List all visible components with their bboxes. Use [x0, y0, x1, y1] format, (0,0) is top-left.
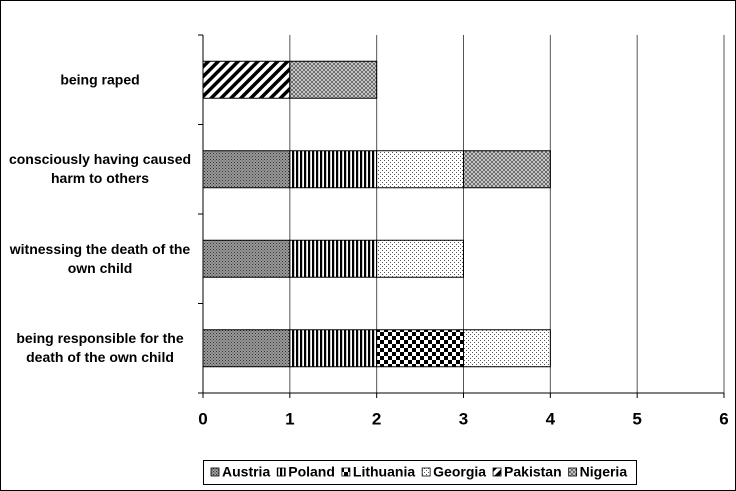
legend-swatch	[568, 467, 578, 477]
x-tick-label: 3	[459, 409, 468, 428]
y-tick-label: consciously having caused harm to others	[8, 151, 192, 187]
legend-label: Lithuania	[353, 464, 415, 480]
bar-segment	[289, 60, 378, 99]
x-tick-label: 2	[372, 409, 381, 428]
legend-box	[203, 460, 637, 485]
bar-segment	[289, 329, 378, 368]
x-tick-label: 0	[198, 409, 207, 428]
x-tick-label: 5	[632, 409, 641, 428]
y-tick-label: being responsible for the death of the o…	[16, 330, 184, 366]
y-tick-label: witnessing the death of the own child	[9, 240, 191, 276]
bar-segment	[289, 239, 378, 278]
bar-segment	[463, 329, 551, 368]
legend-swatch	[210, 467, 220, 477]
x-tick-label: 6	[719, 409, 728, 428]
bar-segment	[376, 329, 464, 368]
bar-segment	[289, 150, 378, 189]
legend-label: Pakistan	[504, 464, 562, 480]
legend-swatch	[276, 467, 286, 477]
legend-swatch	[492, 467, 502, 477]
legend-swatch	[421, 467, 431, 477]
legend-label: Poland	[288, 464, 335, 480]
legend-label: Georgia	[433, 464, 486, 480]
legend-label: Nigeria	[580, 464, 628, 480]
bar-segment	[202, 329, 291, 368]
bar-segment	[202, 60, 291, 99]
bar-segment	[463, 150, 551, 189]
x-tick-label: 4	[546, 409, 556, 428]
legend-label: Austria	[222, 464, 270, 480]
bar-segment	[202, 150, 291, 189]
x-tick-label: 1	[285, 409, 294, 428]
legend-swatch	[341, 467, 351, 477]
bar-segment	[376, 239, 464, 278]
bar-segment	[202, 239, 291, 278]
y-tick-label: being raped	[60, 71, 140, 88]
bar-segment	[376, 150, 464, 189]
